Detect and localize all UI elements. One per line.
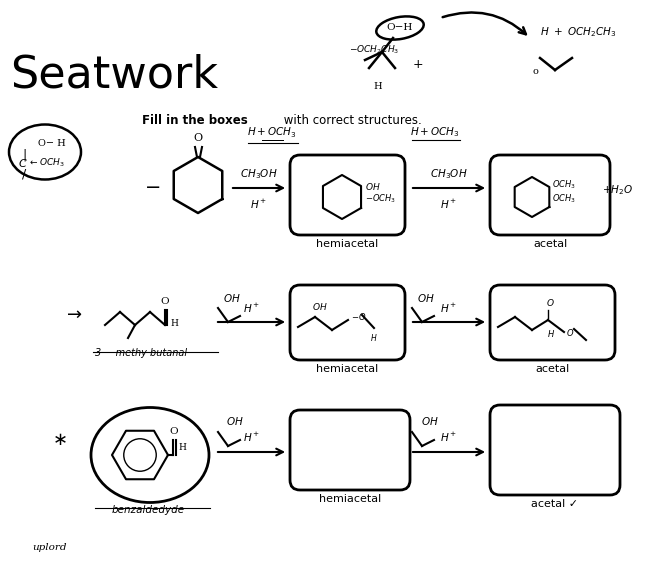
Text: −: − [145, 179, 161, 197]
Text: acetal: acetal [533, 239, 567, 249]
Text: hemiacetal: hemiacetal [319, 494, 381, 504]
Text: $H^+$: $H^+$ [243, 431, 261, 444]
Text: with correct structures.: with correct structures. [280, 113, 422, 126]
Text: /: / [22, 167, 26, 180]
Text: $CH_3OH$: $CH_3OH$ [240, 167, 278, 181]
Text: $H$: $H$ [371, 332, 378, 343]
Text: $O$: $O$ [546, 297, 555, 308]
Text: $OH$: $OH$ [365, 181, 380, 193]
Text: →: → [68, 306, 83, 324]
Text: acetal ✓: acetal ✓ [532, 499, 579, 509]
Text: $+ H_2O$: $+ H_2O$ [602, 183, 633, 197]
Text: $H + OCH_3$: $H + OCH_3$ [410, 125, 460, 139]
Text: O− H: O− H [38, 138, 66, 147]
Text: hemiacetal: hemiacetal [317, 239, 378, 249]
Text: 3 − methy butanal: 3 − methy butanal [95, 348, 187, 358]
Text: $OH$: $OH$ [417, 292, 435, 304]
Text: $H\ +\ OCH_2CH_3$: $H\ +\ OCH_2CH_3$ [540, 25, 616, 39]
Text: $-OCH_3$: $-OCH_3$ [365, 193, 396, 205]
Text: Fill in the boxes: Fill in the boxes [142, 113, 248, 126]
Text: $\overset{}{H + OCH_3}$: $\overset{}{H + OCH_3}$ [247, 124, 297, 140]
Text: $H^+$: $H^+$ [250, 198, 267, 211]
Text: O: O [193, 133, 202, 143]
FancyBboxPatch shape [490, 155, 610, 235]
Text: $-O$: $-O$ [351, 311, 366, 323]
Text: $H$: $H$ [547, 328, 555, 339]
Text: hemiacetal: hemiacetal [317, 364, 378, 374]
Text: $OCH_3$: $OCH_3$ [552, 193, 576, 205]
Text: H: H [178, 442, 186, 451]
FancyBboxPatch shape [290, 410, 410, 490]
Text: benzaldedyde: benzaldedyde [112, 505, 185, 515]
Text: H: H [374, 82, 382, 91]
Text: $H^+$: $H^+$ [440, 302, 458, 315]
Text: $C$: $C$ [18, 157, 28, 169]
Text: $\overline{\quad\quad\quad}$: $\overline{\quad\quad\quad}$ [261, 137, 283, 143]
Text: $OH$: $OH$ [223, 292, 241, 304]
FancyBboxPatch shape [490, 405, 620, 495]
Text: $OH$: $OH$ [226, 415, 244, 427]
FancyBboxPatch shape [290, 155, 405, 235]
Text: H: H [170, 319, 178, 328]
Text: O: O [161, 297, 170, 306]
Text: $H^+$: $H^+$ [243, 302, 261, 315]
Text: $OCH_3$: $OCH_3$ [552, 179, 576, 191]
Text: $-OCH_2CH_3$: $-OCH_2CH_3$ [349, 44, 399, 56]
Text: $CH_3OH$: $CH_3OH$ [430, 167, 468, 181]
Text: o: o [532, 67, 538, 77]
Text: +: + [413, 58, 423, 71]
Text: $H^+$: $H^+$ [440, 431, 458, 444]
Text: $OH$: $OH$ [421, 415, 439, 427]
FancyBboxPatch shape [490, 285, 615, 360]
Text: $O$: $O$ [566, 327, 574, 337]
Text: O: O [170, 427, 178, 436]
Text: ∗: ∗ [53, 431, 68, 449]
Text: uplord: uplord [33, 544, 67, 552]
Text: $H^+$: $H^+$ [440, 198, 458, 211]
Text: Seatwork: Seatwork [10, 53, 218, 96]
Text: |: | [22, 149, 26, 162]
Text: acetal: acetal [535, 364, 570, 374]
FancyBboxPatch shape [290, 285, 405, 360]
Text: O−H: O−H [387, 23, 413, 32]
Text: $OH$: $OH$ [312, 302, 328, 312]
Text: $\leftarrow OCH_3$: $\leftarrow OCH_3$ [28, 156, 64, 170]
